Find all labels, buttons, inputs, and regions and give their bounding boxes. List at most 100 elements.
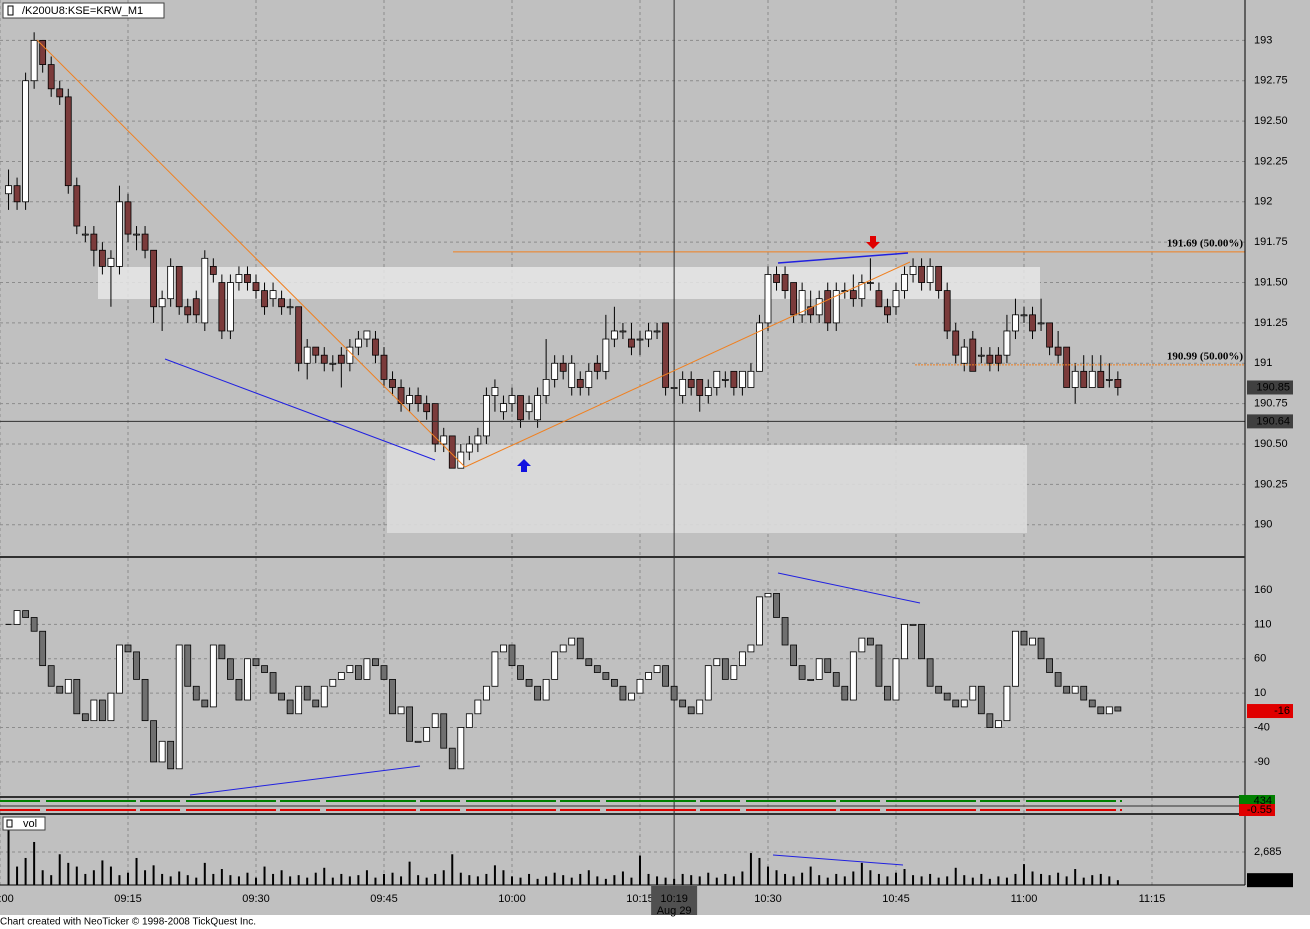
volume-bar: [1014, 873, 1017, 885]
osc-candle: [858, 637, 866, 653]
x-tick-label: 09:00: [0, 893, 14, 905]
volume-bar: [16, 866, 19, 885]
candle-body: [653, 330, 661, 333]
volume-bar: [724, 873, 727, 885]
osc-candle: [209, 644, 217, 708]
candle-body: [201, 257, 209, 324]
volume-bar: [638, 855, 641, 885]
candle-body: [704, 387, 712, 396]
y-tick-label: 191.25: [1254, 317, 1288, 329]
osc-candle: [773, 593, 780, 618]
osc-candle: [807, 678, 815, 681]
candle-body: [372, 338, 379, 356]
candle-body: [858, 282, 866, 300]
candle-body: [619, 330, 627, 333]
volume-bar: [801, 872, 804, 885]
candle-body: [747, 370, 755, 388]
candle-body: [935, 265, 943, 292]
volume-bar: [272, 873, 275, 885]
candle-body: [764, 274, 772, 324]
candle-body: [192, 298, 200, 316]
x-tick-label: 09:30: [242, 893, 270, 905]
volume-bar: [707, 872, 710, 885]
x-tick-label: 09:15: [114, 893, 142, 905]
sell-arrow: [866, 236, 880, 249]
x-tick-label: 11:00: [1011, 893, 1038, 905]
candle-body: [628, 338, 635, 348]
candle-body: [1080, 370, 1088, 388]
osc-candle: [645, 672, 652, 680]
trend-line: [777, 572, 921, 604]
candle-body: [884, 306, 891, 316]
volume-bar: [894, 872, 897, 885]
volume-bar: [468, 875, 471, 885]
volume-bar: [152, 865, 155, 885]
osc-candle: [568, 637, 576, 646]
osc-candle: [909, 623, 917, 626]
osc-candle: [610, 678, 618, 687]
volume-bar: [860, 862, 863, 885]
volume-bar: [400, 876, 403, 885]
volume-bar: [1048, 875, 1051, 885]
volume-bar: [690, 875, 693, 885]
candle-body: [1054, 346, 1062, 356]
osc-candle: [150, 720, 157, 763]
buy-arrow: [517, 459, 531, 472]
volume-bar: [843, 876, 846, 885]
candle-body: [738, 370, 746, 388]
osc-candle: [312, 699, 320, 708]
candle-body: [790, 282, 797, 316]
candle-body: [721, 379, 729, 381]
candle-body: [303, 346, 311, 364]
osc-candle: [192, 685, 200, 701]
volume-bar: [596, 876, 599, 885]
volume-bar: [681, 873, 684, 885]
y-tick-label: 191: [1254, 357, 1272, 369]
volume-bar: [1022, 864, 1025, 885]
candle-body: [756, 322, 763, 372]
volume-bar: [1031, 871, 1034, 885]
volume-bar: [382, 873, 385, 885]
osc-candle: [884, 685, 891, 701]
osc-candle: [1003, 685, 1011, 722]
osc-candle: [1054, 672, 1062, 687]
volume-bar: [229, 875, 232, 885]
vol-box: vol: [2, 816, 46, 831]
osc-candle: [414, 740, 422, 743]
volume-bar: [1074, 869, 1077, 885]
volume-bar: [732, 876, 735, 885]
osc-candle: [56, 685, 64, 694]
osc-candle: [218, 644, 226, 660]
volume-bar: [698, 876, 701, 885]
candle-body: [406, 395, 413, 405]
candle-body: [337, 354, 345, 364]
candle-body: [943, 290, 951, 332]
volume-bar: [442, 870, 445, 885]
volume-bar: [1099, 873, 1102, 885]
volume-bar: [809, 866, 812, 885]
volume-bar: [835, 873, 838, 885]
candle-body: [679, 379, 687, 396]
candle-body: [286, 306, 294, 309]
candle-body: [1063, 346, 1071, 388]
volume-bar: [169, 876, 172, 885]
volume-bar: [784, 873, 787, 885]
osc-candle: [542, 678, 550, 701]
candle-body: [56, 88, 64, 98]
volume-bar: [946, 876, 949, 885]
trend-line: [189, 765, 421, 796]
last-value-tag-box: [1247, 704, 1293, 719]
osc-candle: [90, 699, 98, 722]
candle-body: [1088, 370, 1096, 388]
volume-bar: [1116, 880, 1119, 885]
crosshair-x-box: [651, 886, 698, 915]
volume-bar: [493, 865, 496, 885]
last-value-tag: 190.85: [1256, 381, 1290, 393]
candle-body: [713, 370, 721, 388]
osc-candle: [1029, 637, 1036, 646]
volume-bar: [621, 871, 624, 885]
osc-candle: [295, 685, 303, 715]
osc-candle: [39, 630, 47, 667]
candle-body: [116, 201, 123, 267]
